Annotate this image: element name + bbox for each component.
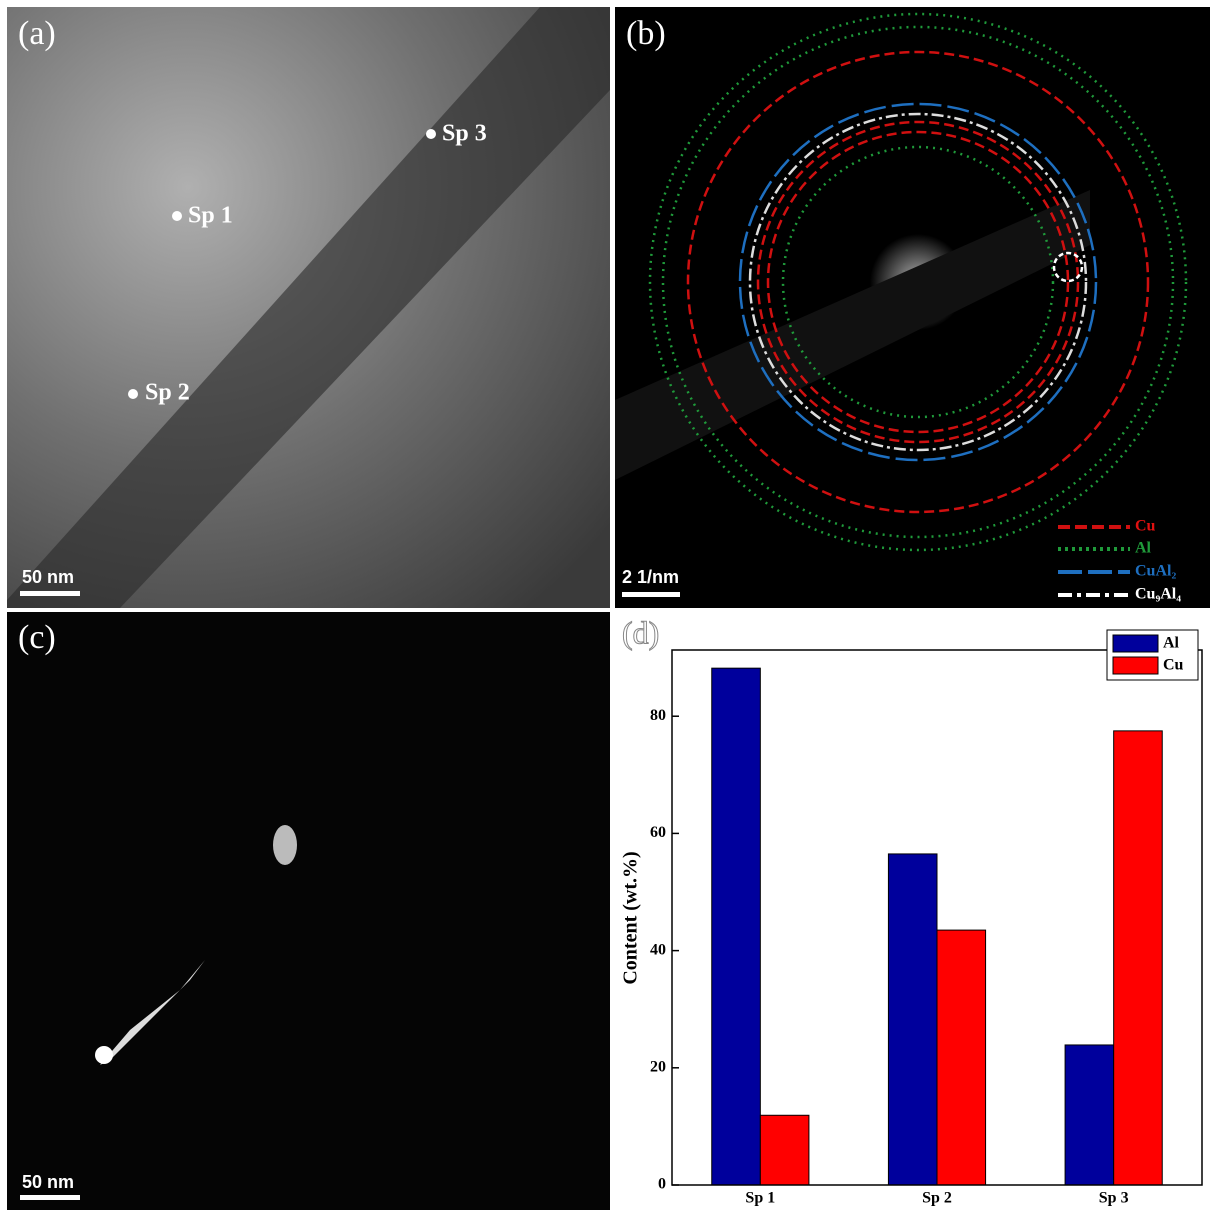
dark-field-image bbox=[7, 612, 610, 1210]
point-label: Sp 3 bbox=[442, 121, 487, 147]
legend-label: Al bbox=[1163, 635, 1180, 652]
x-tick-label: Sp 2 bbox=[922, 1190, 952, 1207]
figure: (a) Sp 1 Sp 2 Sp 3 50 nm (b) 2 1/nm Cu bbox=[0, 0, 1213, 1212]
point-marker bbox=[426, 129, 436, 139]
scale-bar-label: 2 1/nm bbox=[622, 567, 679, 587]
y-tick-label: 60 bbox=[650, 824, 666, 841]
panel-label: (b) bbox=[626, 15, 666, 52]
bright-feature bbox=[95, 1046, 113, 1064]
panel-b: (b) 2 1/nm Cu Al CuAl₂ Cu₉Al₄ bbox=[615, 7, 1210, 608]
panel-label: (a) bbox=[18, 15, 56, 52]
y-tick-label: 0 bbox=[658, 1176, 666, 1193]
point-marker bbox=[172, 211, 182, 221]
point-marker bbox=[128, 389, 138, 399]
bar bbox=[760, 1115, 809, 1185]
panel-c: (c) 50 nm bbox=[7, 612, 610, 1210]
scale-bar-label: 50 nm bbox=[22, 567, 74, 587]
panel-label: (d) bbox=[622, 614, 659, 650]
bar bbox=[1114, 731, 1163, 1185]
bar bbox=[712, 668, 761, 1185]
x-tick-label: Sp 3 bbox=[1099, 1190, 1129, 1207]
bar bbox=[1065, 1045, 1114, 1185]
panel-d: (d) Content (wt.%) 0 20 40 60 80 Sp 1 Sp 2 Sp 3… bbox=[620, 614, 1202, 1206]
panel-label: (c) bbox=[18, 619, 56, 656]
legend-label: Cu bbox=[1135, 518, 1156, 535]
point-label: Sp 2 bbox=[145, 380, 190, 406]
scale-bar-label: 50 nm bbox=[22, 1172, 74, 1192]
y-tick-label: 20 bbox=[650, 1058, 666, 1075]
bar bbox=[888, 854, 937, 1185]
panel-a: (a) Sp 1 Sp 2 Sp 3 50 nm bbox=[7, 7, 610, 608]
point-label: Sp 1 bbox=[188, 203, 233, 229]
bright-feature bbox=[273, 825, 297, 865]
legend-swatch bbox=[1113, 657, 1158, 674]
legend-label: CuAl₂ bbox=[1135, 563, 1176, 580]
scale-bar bbox=[20, 1195, 80, 1200]
y-tick-label: 40 bbox=[650, 941, 666, 958]
y-axis-label: Content (wt.%) bbox=[620, 851, 642, 984]
legend-swatch bbox=[1113, 635, 1158, 652]
x-tick-label: Sp 1 bbox=[745, 1190, 775, 1207]
legend-label: Al bbox=[1135, 540, 1152, 557]
bar bbox=[937, 930, 986, 1185]
scale-bar bbox=[622, 592, 680, 597]
legend-label: Cu bbox=[1163, 657, 1184, 674]
y-tick-label: 80 bbox=[650, 707, 666, 724]
legend-label: Cu₉Al₄ bbox=[1135, 586, 1181, 603]
scale-bar bbox=[20, 591, 80, 596]
